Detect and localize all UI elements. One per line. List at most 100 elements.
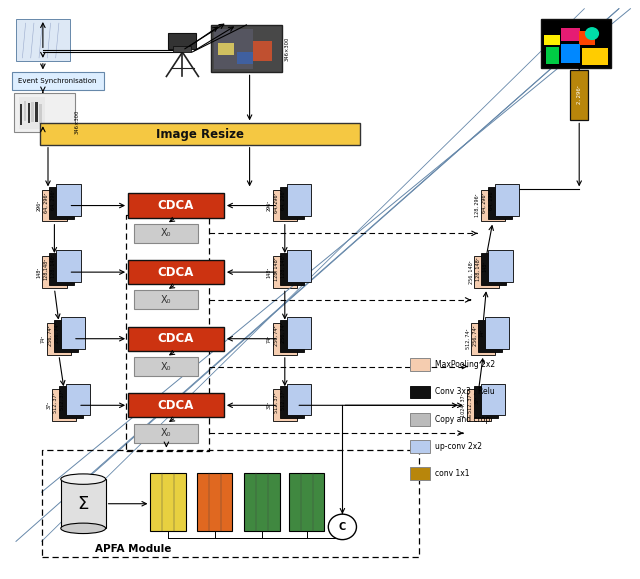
Text: 64, 296²: 64, 296² — [44, 192, 49, 213]
Bar — [20, 105, 22, 125]
Text: C: C — [339, 522, 346, 532]
Text: 512, 37²: 512, 37² — [60, 389, 65, 410]
Bar — [12, 72, 104, 90]
Text: 256, 74²: 256, 74² — [274, 325, 279, 346]
Bar — [410, 467, 430, 480]
Bar — [237, 52, 253, 64]
Text: 64, 296²: 64, 296² — [489, 189, 494, 210]
Text: 128, 148²: 128, 148² — [476, 257, 481, 281]
Bar — [289, 473, 324, 531]
Bar — [546, 47, 559, 64]
Circle shape — [328, 514, 356, 540]
Bar — [134, 424, 198, 442]
Bar — [280, 320, 304, 352]
Bar — [150, 473, 186, 531]
Text: 512, 74²: 512, 74² — [465, 328, 470, 349]
Bar — [128, 327, 224, 351]
Bar — [467, 390, 491, 422]
Bar — [582, 48, 608, 65]
Text: 74²: 74² — [267, 335, 272, 343]
Text: 256, 148²: 256, 148² — [468, 260, 474, 284]
Bar — [485, 317, 509, 349]
Bar — [31, 102, 34, 123]
Text: 128, 296²: 128, 296² — [475, 194, 480, 217]
Bar — [39, 102, 42, 123]
Bar — [481, 253, 506, 285]
Bar — [488, 186, 512, 219]
Text: Σ: Σ — [77, 494, 89, 513]
Text: CDCA: CDCA — [158, 332, 194, 345]
Bar — [128, 260, 224, 284]
Bar — [273, 323, 297, 354]
Bar — [134, 223, 198, 243]
Bar — [61, 479, 106, 528]
Text: 64, 296²: 64, 296² — [482, 192, 487, 213]
Text: Copy and crop: Copy and crop — [435, 415, 490, 424]
Bar — [561, 28, 580, 41]
Bar — [287, 184, 311, 215]
Bar — [40, 123, 360, 145]
Bar — [410, 386, 430, 398]
Text: X₀: X₀ — [161, 295, 172, 305]
Bar — [54, 320, 78, 352]
Text: 512, 37²: 512, 37² — [274, 392, 279, 413]
Text: 148²: 148² — [267, 266, 272, 278]
Text: 74²: 74² — [479, 329, 484, 337]
Bar — [471, 323, 495, 354]
Ellipse shape — [61, 523, 106, 534]
Bar — [14, 93, 75, 132]
Bar — [488, 250, 513, 283]
Text: CDCA: CDCA — [158, 399, 194, 412]
Bar — [66, 384, 90, 416]
Text: 2, 296²: 2, 296² — [577, 86, 582, 104]
Bar — [287, 317, 311, 349]
Circle shape — [586, 28, 598, 39]
Bar — [561, 44, 580, 63]
Text: 296²: 296² — [267, 200, 272, 211]
Text: 64, 296²: 64, 296² — [281, 189, 286, 210]
Text: 37²: 37² — [475, 395, 480, 404]
Bar — [56, 184, 81, 215]
Text: 128, 148²: 128, 148² — [51, 254, 56, 278]
Text: 37²: 37² — [267, 401, 272, 409]
Bar — [168, 33, 196, 49]
Bar — [28, 101, 30, 122]
Bar — [410, 413, 430, 426]
Bar — [280, 387, 304, 418]
Bar — [61, 317, 85, 349]
Bar — [19, 97, 45, 129]
Text: 256, 74²: 256, 74² — [281, 323, 286, 343]
Bar — [273, 390, 297, 422]
Text: 346×300: 346×300 — [284, 37, 289, 61]
Bar — [134, 291, 198, 309]
Bar — [49, 186, 74, 219]
Bar — [214, 29, 253, 69]
Text: 256, 74²: 256, 74² — [472, 325, 477, 346]
Bar — [128, 393, 224, 417]
Bar — [287, 250, 311, 283]
Text: Event Synchronisation: Event Synchronisation — [19, 78, 97, 84]
Bar — [253, 41, 272, 61]
Bar — [287, 384, 311, 416]
Bar — [173, 46, 191, 52]
Text: 74²: 74² — [41, 335, 46, 343]
Bar — [218, 43, 234, 55]
Text: APFA Module: APFA Module — [95, 544, 172, 554]
Text: Image Resize: Image Resize — [156, 128, 244, 141]
Bar — [47, 323, 71, 354]
Bar — [280, 186, 304, 219]
Bar — [481, 189, 505, 221]
Text: 512, 37²: 512, 37² — [53, 392, 58, 413]
Bar — [52, 390, 76, 422]
Text: 148²: 148² — [36, 266, 42, 278]
Text: X₀: X₀ — [161, 428, 172, 438]
Text: CDCA: CDCA — [158, 199, 194, 212]
Bar — [481, 384, 505, 416]
Bar — [49, 253, 74, 285]
Text: 64, 296²: 64, 296² — [51, 189, 56, 210]
Bar — [410, 358, 430, 371]
Bar — [474, 256, 499, 288]
Text: 148²: 148² — [483, 261, 488, 272]
Text: MaxPooling 2x2: MaxPooling 2x2 — [435, 360, 495, 369]
Text: 512, 37²: 512, 37² — [468, 392, 473, 413]
